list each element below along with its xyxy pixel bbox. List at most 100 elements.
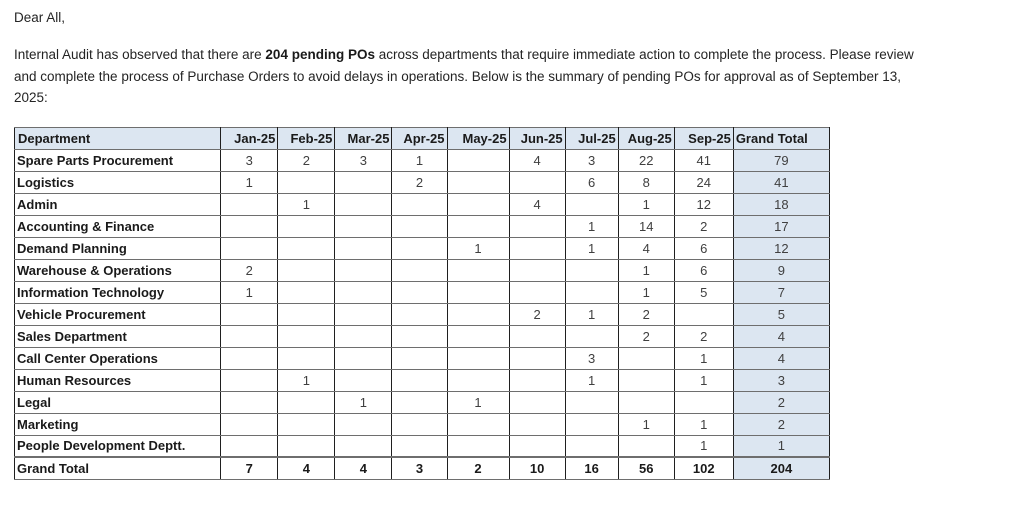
table-row: Demand Planning 1 1 4 6 12 — [13, 236, 831, 260]
month-value-cell — [508, 236, 566, 260]
pending-pos-table: Department Jan-25 Feb-25 Mar-25 Apr-25 May-25… — [13, 126, 831, 480]
column-header-department: Department — [13, 126, 222, 150]
month-value-cell: 2 — [617, 324, 675, 348]
row-total-cell: 7 — [732, 280, 831, 304]
month-value-cell — [508, 258, 566, 282]
month-value-cell — [446, 192, 510, 216]
grand-total-row: Grand Total 7 4 4 3 2 10 16 56 102 204 — [13, 456, 831, 480]
month-value-cell — [220, 236, 279, 260]
column-header-may-25: May-25 — [446, 126, 510, 150]
row-total-cell: 2 — [732, 412, 831, 436]
table-row: Vehicle Procurement 2 1 2 5 — [13, 302, 831, 326]
department-cell: Marketing — [13, 412, 222, 436]
month-value-cell — [391, 302, 448, 326]
month-value-cell: 1 — [617, 192, 675, 216]
month-value-cell — [508, 390, 566, 414]
month-value-cell — [564, 192, 619, 216]
paragraph-line-3: 2025: — [14, 90, 48, 105]
paragraph-line1-before: Internal Audit has observed that there a… — [14, 47, 266, 62]
month-value-cell: 3 — [391, 456, 448, 480]
month-value-cell — [391, 346, 448, 370]
month-value-cell: 1 — [277, 192, 336, 216]
month-value-cell — [446, 346, 510, 370]
month-value-cell: 41 — [673, 148, 734, 172]
month-value-cell — [277, 390, 336, 414]
month-value-cell: 3 — [220, 148, 279, 172]
month-value-cell: 10 — [508, 456, 566, 480]
month-value-cell — [220, 192, 279, 216]
month-value-cell — [220, 368, 279, 392]
table-header-row: Department Jan-25 Feb-25 Mar-25 Apr-25 May-25… — [13, 126, 831, 150]
month-value-cell — [277, 412, 336, 436]
month-value-cell — [220, 346, 279, 370]
month-value-cell: 4 — [617, 236, 675, 260]
month-value-cell: 4 — [508, 148, 566, 172]
month-value-cell — [334, 280, 393, 304]
paragraph-line-1: Internal Audit has observed that there a… — [14, 44, 1012, 66]
month-value-cell — [508, 368, 566, 392]
department-cell: Warehouse & Operations — [13, 258, 222, 282]
month-value-cell: 3 — [564, 148, 619, 172]
row-total-cell: 41 — [732, 170, 831, 194]
month-value-cell: 14 — [617, 214, 675, 238]
month-value-cell — [564, 280, 619, 304]
table-row: Admin 1 4 1 12 18 — [13, 192, 831, 216]
table-row: Warehouse & Operations 2 1 6 9 — [13, 258, 831, 282]
paragraph-line-2: and complete the process of Purchase Ord… — [14, 68, 901, 84]
month-value-cell — [446, 280, 510, 304]
month-value-cell — [220, 302, 279, 326]
month-value-cell: 1 — [617, 412, 675, 436]
grand-total-label-cell: Grand Total — [13, 456, 222, 480]
pending-pos-bold-phrase: 204 pending POs — [265, 47, 375, 62]
month-value-cell: 1 — [564, 214, 619, 238]
month-value-cell — [446, 412, 510, 436]
month-value-cell: 1 — [617, 258, 675, 282]
month-value-cell — [391, 214, 448, 238]
month-value-cell: 24 — [673, 170, 734, 194]
department-cell: Admin — [13, 192, 222, 216]
table-row: Marketing 1 1 2 — [13, 412, 831, 436]
month-value-cell — [277, 214, 336, 238]
month-value-cell: 1 — [564, 302, 619, 326]
department-cell: Vehicle Procurement — [13, 302, 222, 326]
month-value-cell: 8 — [617, 170, 675, 194]
column-header-aug-25: Aug-25 — [617, 126, 675, 150]
month-value-cell — [334, 236, 393, 260]
month-value-cell: 7 — [220, 456, 279, 480]
month-value-cell — [508, 170, 566, 194]
month-value-cell — [391, 434, 448, 458]
department-cell: People Development Deptt. — [13, 434, 222, 458]
month-value-cell — [508, 280, 566, 304]
month-value-cell — [617, 390, 675, 414]
month-value-cell: 6 — [564, 170, 619, 194]
month-value-cell: 4 — [508, 192, 566, 216]
month-value-cell — [334, 324, 393, 348]
month-value-cell — [334, 258, 393, 282]
month-value-cell: 2 — [617, 302, 675, 326]
month-value-cell — [508, 412, 566, 436]
table-row: Accounting & Finance 1 14 2 17 — [13, 214, 831, 238]
month-value-cell — [446, 434, 510, 458]
department-cell: Accounting & Finance — [13, 214, 222, 238]
row-total-cell: 2 — [732, 390, 831, 414]
month-value-cell: 3 — [564, 346, 619, 370]
table-body: Spare Parts Procurement 3 2 3 1 4 3 22 41 79 Logis… — [13, 148, 831, 480]
column-header-jan-25: Jan-25 — [220, 126, 279, 150]
month-value-cell — [277, 170, 336, 194]
month-value-cell: 2 — [446, 456, 510, 480]
month-value-cell — [334, 346, 393, 370]
month-value-cell: 1 — [673, 412, 734, 436]
month-value-cell — [564, 412, 619, 436]
month-value-cell — [617, 346, 675, 370]
row-total-cell: 18 — [732, 192, 831, 216]
month-value-cell: 5 — [673, 280, 734, 304]
table-row: Call Center Operations 3 1 4 — [13, 346, 831, 370]
department-cell: Demand Planning — [13, 236, 222, 260]
department-cell: Human Resources — [13, 368, 222, 392]
month-value-cell — [220, 412, 279, 436]
intro-paragraph: Internal Audit has observed that there a… — [14, 44, 1012, 109]
month-value-cell — [446, 324, 510, 348]
column-header-mar-25: Mar-25 — [334, 126, 393, 150]
month-value-cell — [391, 368, 448, 392]
month-value-cell: 1 — [673, 434, 734, 458]
